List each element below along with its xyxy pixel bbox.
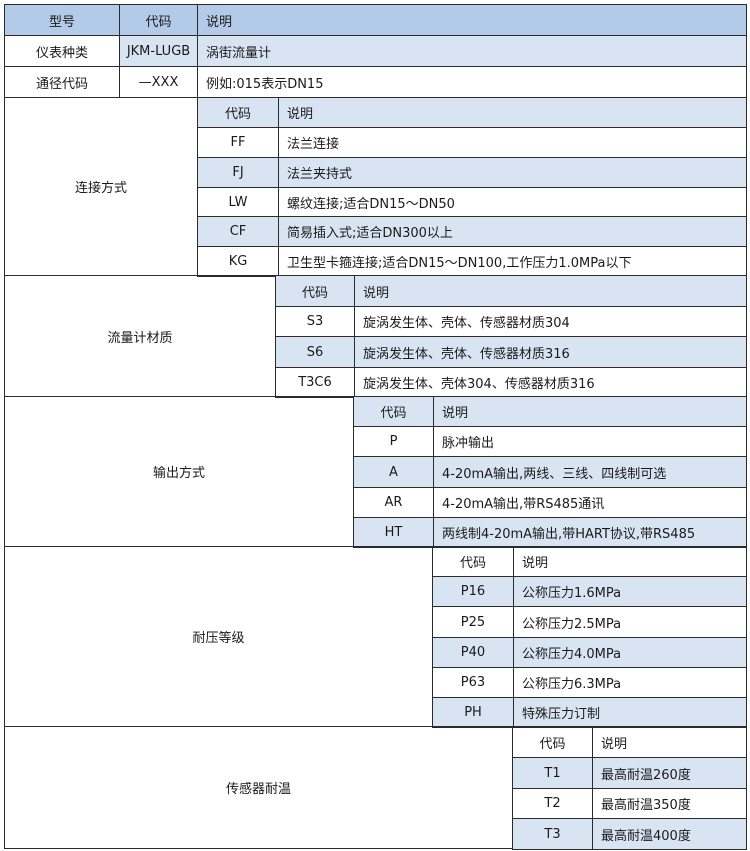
option-desc: 公称压力2.5MPa [513, 606, 747, 638]
section-title: 连接方式 [4, 97, 198, 276]
row-name: 仪表种类 [4, 35, 120, 67]
option-code: LW [197, 187, 279, 217]
row-code: JKM-LUGB [119, 35, 198, 67]
header-code: 代码 [119, 4, 198, 36]
row-desc: 涡街流量计 [197, 35, 747, 67]
sub-header-code: 代码 [432, 546, 514, 577]
option-desc: 简易插入式;适合DN300以上 [278, 216, 747, 247]
option-desc: 螺纹连接;适合DN15～DN50 [278, 187, 747, 217]
option-code: P [353, 426, 434, 457]
option-desc: 最高耐温400度 [592, 818, 747, 850]
row-code: —XXX [119, 66, 198, 98]
option-desc: 公称压力1.6MPa [513, 576, 747, 607]
option-code: P25 [432, 606, 514, 638]
section-title: 耐压等级 [4, 546, 433, 727]
section-title: 输出方式 [4, 396, 354, 547]
sub-header-code: 代码 [197, 97, 279, 128]
option-code: T3 [512, 818, 593, 850]
sub-header-desc: 说明 [513, 546, 747, 577]
option-code: KG [197, 246, 279, 277]
option-code: P63 [432, 667, 514, 698]
option-desc: 4-20mA输出,两线、三线、四线制可选 [433, 456, 747, 488]
option-code: A [353, 456, 434, 488]
option-desc: 4-20mA输出,带RS485通讯 [433, 487, 747, 518]
option-desc: 卫生型卡箍连接;适合DN15～DN100,工作压力1.0MPa以下 [278, 246, 747, 277]
option-code: PH [432, 697, 514, 728]
sub-header-code: 代码 [512, 726, 593, 758]
option-desc: 旋涡发生体、壳体304、传感器材质316 [354, 367, 747, 398]
row-name: 通径代码 [4, 66, 120, 98]
option-desc: 最高耐温260度 [592, 757, 747, 789]
option-code: T2 [512, 788, 593, 819]
option-code: CF [197, 216, 279, 247]
option-desc: 公称压力6.3MPa [513, 667, 747, 698]
option-desc: 旋涡发生体、壳体、传感器材质304 [354, 306, 747, 337]
sub-header-desc: 说明 [433, 396, 747, 427]
option-code: HT [353, 517, 434, 548]
header-desc: 说明 [197, 4, 747, 36]
option-desc: 公称压力4.0MPa [513, 637, 747, 668]
option-code: S3 [275, 306, 355, 337]
option-code: S6 [275, 336, 355, 368]
sub-header-desc: 说明 [592, 726, 747, 758]
sub-header-desc: 说明 [354, 275, 747, 307]
option-desc: 旋涡发生体、壳体、传感器材质316 [354, 336, 747, 368]
option-code: T3C6 [275, 367, 355, 398]
option-code: P40 [432, 637, 514, 668]
section-title: 流量计材质 [4, 275, 276, 397]
option-desc: 最高耐温350度 [592, 788, 747, 819]
sub-header-desc: 说明 [278, 97, 747, 128]
option-desc: 法兰夹持式 [278, 157, 747, 188]
option-desc: 法兰连接 [278, 127, 747, 158]
option-code: P16 [432, 576, 514, 607]
sub-header-code: 代码 [275, 275, 355, 307]
option-code: T1 [512, 757, 593, 789]
section-title: 传感器耐温 [4, 726, 513, 849]
option-code: AR [353, 487, 434, 518]
sub-header-code: 代码 [353, 396, 434, 427]
option-desc: 特殊压力订制 [513, 697, 747, 728]
option-code: FJ [197, 157, 279, 188]
option-code: FF [197, 127, 279, 158]
header-model: 型号 [4, 4, 120, 36]
option-desc: 脉冲输出 [433, 426, 747, 457]
option-desc: 两线制4-20mA输出,带HART协议,带RS485 [433, 517, 747, 548]
row-desc: 例如:015表示DN15 [197, 66, 747, 98]
